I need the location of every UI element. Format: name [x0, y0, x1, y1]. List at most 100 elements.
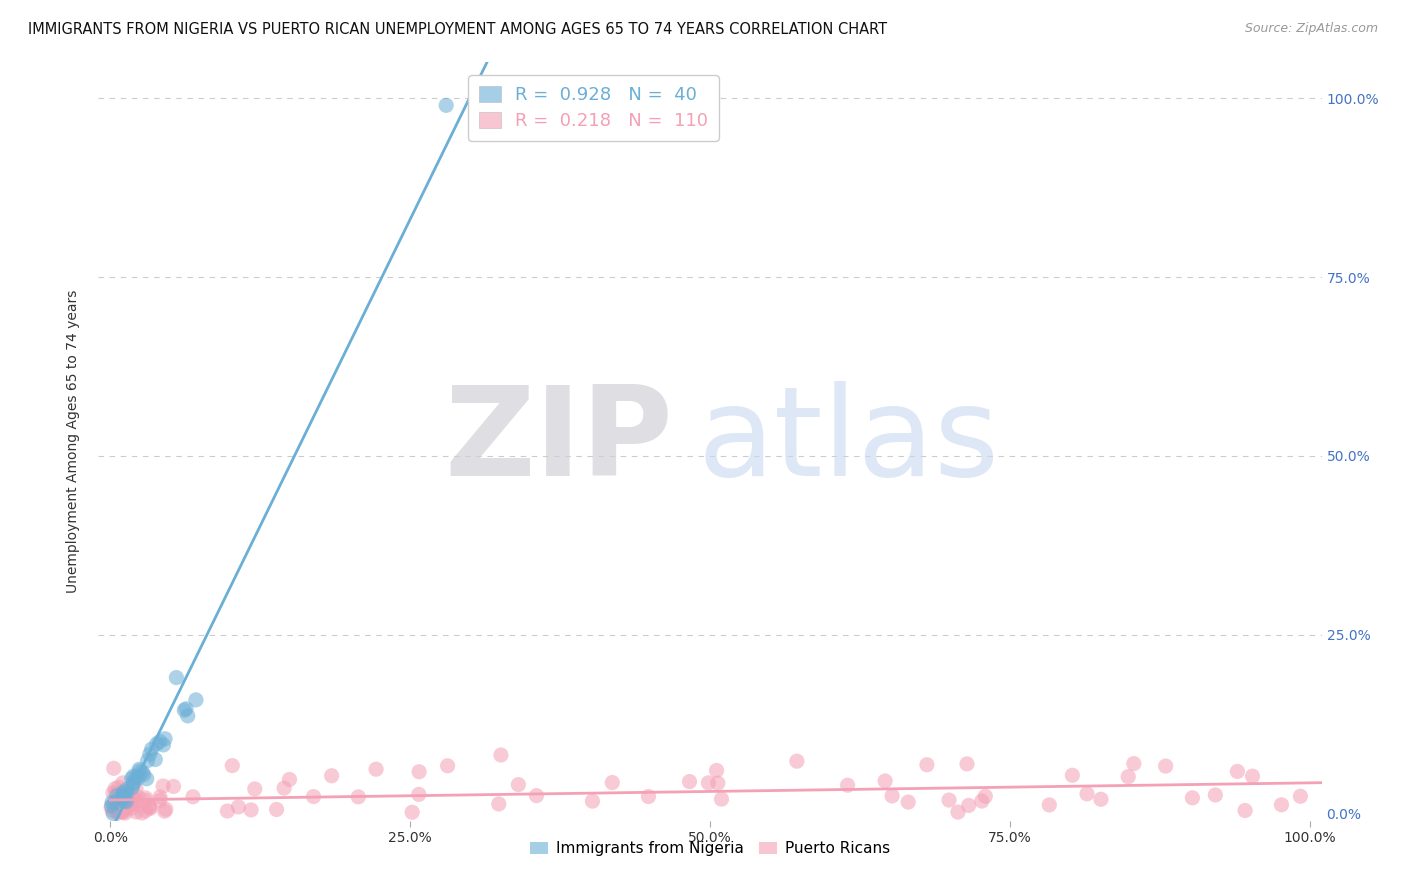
Point — [152, 779, 174, 793]
Point — [278, 772, 301, 787]
Point — [107, 806, 129, 821]
Point — [101, 795, 124, 809]
Point — [165, 671, 187, 685]
Point — [266, 802, 288, 816]
Point — [401, 805, 423, 820]
Point — [786, 754, 808, 768]
Point — [125, 794, 148, 808]
Point — [101, 804, 124, 818]
Point — [221, 758, 243, 772]
Point — [956, 756, 979, 771]
Point — [946, 805, 969, 819]
Point — [111, 794, 134, 808]
Point — [117, 794, 139, 808]
Point — [110, 794, 132, 808]
Point — [488, 797, 510, 811]
Point — [637, 789, 659, 804]
Point — [1241, 769, 1264, 783]
Point — [135, 772, 157, 786]
Point — [153, 731, 176, 746]
Point — [173, 703, 195, 717]
Point — [122, 769, 145, 783]
Point — [121, 780, 143, 795]
Point — [112, 794, 135, 808]
Point — [600, 775, 623, 789]
Point — [127, 790, 149, 805]
Point — [143, 752, 166, 766]
Point — [105, 805, 128, 819]
Point — [1234, 804, 1257, 818]
Point — [141, 742, 163, 756]
Point — [138, 799, 160, 814]
Point — [875, 774, 897, 789]
Point — [837, 778, 859, 792]
Point — [114, 798, 136, 813]
Point — [121, 789, 143, 804]
Point — [1289, 789, 1312, 804]
Point — [217, 804, 239, 818]
Point — [970, 794, 993, 808]
Point — [110, 788, 132, 802]
Point — [228, 800, 250, 814]
Point — [115, 782, 138, 797]
Point — [122, 797, 145, 811]
Point — [1270, 797, 1292, 812]
Point — [128, 762, 150, 776]
Point — [434, 98, 457, 112]
Point — [1154, 759, 1177, 773]
Y-axis label: Unemployment Among Ages 65 to 74 years: Unemployment Among Ages 65 to 74 years — [66, 290, 80, 593]
Point — [118, 797, 141, 811]
Point — [105, 802, 128, 816]
Legend: Immigrants from Nigeria, Puerto Ricans: Immigrants from Nigeria, Puerto Ricans — [524, 835, 896, 863]
Point — [408, 788, 430, 802]
Point — [139, 801, 162, 815]
Point — [101, 806, 124, 821]
Point — [174, 702, 197, 716]
Point — [152, 738, 174, 752]
Point — [177, 709, 200, 723]
Point — [132, 767, 155, 781]
Point — [707, 776, 730, 790]
Point — [184, 693, 207, 707]
Text: Source: ZipAtlas.com: Source: ZipAtlas.com — [1244, 22, 1378, 36]
Point — [103, 761, 125, 775]
Point — [134, 804, 156, 818]
Point — [139, 747, 162, 761]
Point — [112, 803, 135, 817]
Point — [125, 805, 148, 819]
Point — [489, 747, 512, 762]
Point — [107, 800, 129, 814]
Point — [581, 794, 603, 808]
Point — [118, 796, 141, 810]
Point — [111, 788, 134, 802]
Point — [1226, 764, 1249, 779]
Point — [1181, 790, 1204, 805]
Point — [1076, 787, 1098, 801]
Point — [302, 789, 325, 804]
Point — [131, 805, 153, 820]
Point — [111, 791, 134, 805]
Point — [135, 791, 157, 805]
Point — [117, 785, 139, 799]
Point — [915, 757, 938, 772]
Point — [706, 764, 728, 778]
Point — [104, 796, 127, 810]
Point — [105, 789, 128, 803]
Point — [100, 799, 122, 814]
Point — [127, 771, 149, 785]
Point — [526, 789, 548, 803]
Point — [122, 775, 145, 789]
Point — [122, 777, 145, 791]
Point — [111, 805, 134, 819]
Point — [112, 802, 135, 816]
Point — [100, 800, 122, 814]
Point — [107, 805, 129, 819]
Point — [111, 776, 134, 790]
Point — [129, 764, 152, 778]
Point — [678, 774, 700, 789]
Point — [114, 805, 136, 820]
Point — [108, 788, 131, 802]
Point — [138, 800, 160, 814]
Point — [938, 793, 960, 807]
Point — [181, 789, 204, 804]
